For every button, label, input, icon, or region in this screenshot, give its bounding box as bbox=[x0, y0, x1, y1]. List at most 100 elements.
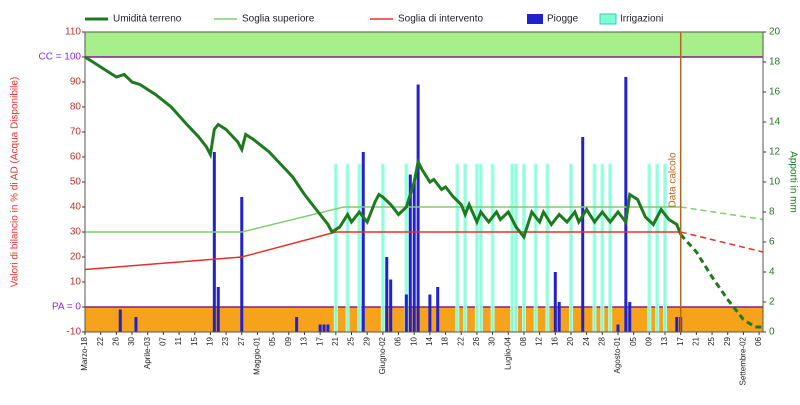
y2-tick-label: 0 bbox=[769, 327, 775, 338]
bar bbox=[345, 163, 350, 333]
legend-label: Piogge bbox=[547, 14, 579, 25]
x-tick-label: Aprile-03 bbox=[143, 336, 152, 369]
annotation-label: Data calcolo bbox=[667, 152, 678, 207]
bar bbox=[463, 163, 468, 333]
y-tick-label: 20 bbox=[70, 252, 82, 263]
bar bbox=[216, 287, 220, 332]
legend-item: Soglia superiore bbox=[214, 14, 315, 25]
bar bbox=[455, 163, 460, 333]
legend-swatch bbox=[599, 13, 617, 25]
y2-tick-label: 12 bbox=[769, 147, 781, 158]
bar bbox=[240, 197, 244, 332]
x-tick-label: 19 bbox=[206, 336, 215, 345]
y-tick-label: 110 bbox=[65, 27, 81, 38]
x-tick-label: Marzo-18 bbox=[80, 336, 89, 370]
x-tick-label: 17 bbox=[676, 336, 685, 345]
bar bbox=[616, 324, 620, 332]
bar bbox=[295, 317, 299, 332]
x-tick-label: 06 bbox=[394, 336, 403, 345]
bar bbox=[568, 163, 573, 333]
x-tick-label: 20 bbox=[566, 336, 575, 345]
y-tick-label: PA = 0 bbox=[52, 302, 81, 313]
y2-axis-title: Apporti in mm bbox=[787, 151, 798, 213]
y2-tick-label: 2 bbox=[769, 297, 775, 308]
bar bbox=[624, 77, 628, 332]
x-tick-label: 13 bbox=[300, 336, 309, 345]
x-tick-label: 28 bbox=[597, 336, 606, 345]
bar bbox=[490, 163, 495, 333]
bar bbox=[333, 163, 338, 333]
x-tick-label: 21 bbox=[331, 336, 340, 345]
x-tick-label: 27 bbox=[237, 336, 246, 345]
bar bbox=[134, 317, 138, 332]
lower-band bbox=[85, 307, 763, 332]
x-tick-label: 26 bbox=[472, 336, 481, 345]
bar bbox=[385, 257, 389, 332]
x-tick-label: Agosto-01 bbox=[613, 336, 622, 373]
y2-tick-label: 4 bbox=[769, 267, 775, 278]
x-tick-label: 22 bbox=[456, 336, 465, 345]
bar bbox=[553, 272, 557, 332]
bar bbox=[647, 163, 652, 333]
x-tick-label: 08 bbox=[519, 336, 528, 345]
x-tick-label: Maggio-01 bbox=[253, 336, 262, 374]
x-tick-label: 25 bbox=[347, 336, 356, 345]
legend-label: Soglia di intervento bbox=[398, 14, 483, 25]
forecast-line bbox=[679, 233, 763, 329]
x-tick-label: 24 bbox=[582, 336, 591, 345]
x-tick-label: 12 bbox=[535, 336, 544, 345]
x-tick-label: Luglio-04 bbox=[503, 336, 512, 369]
x-tick-label: 29 bbox=[723, 336, 732, 345]
y2-tick-label: 20 bbox=[769, 27, 781, 38]
y-tick-label: CC = 100 bbox=[38, 52, 81, 63]
plot-frame bbox=[84, 31, 764, 333]
x-tick-label: 22 bbox=[96, 336, 105, 345]
bar bbox=[474, 163, 479, 333]
line bbox=[84, 55, 683, 241]
x-tick-label: 14 bbox=[425, 336, 434, 345]
x-tick-label: 05 bbox=[629, 336, 638, 345]
x-tick-label: 09 bbox=[284, 336, 293, 345]
x-tick-label: 16 bbox=[550, 336, 559, 345]
bar bbox=[628, 302, 632, 332]
legend-swatch bbox=[527, 14, 543, 24]
bar bbox=[514, 163, 519, 333]
bar bbox=[600, 163, 605, 333]
legend-label: Irrigazioni bbox=[620, 14, 663, 25]
x-tick-label: 29 bbox=[362, 336, 371, 345]
y-tick-label: 90 bbox=[70, 77, 82, 88]
y2-tick-label: 16 bbox=[769, 87, 781, 98]
bar bbox=[318, 324, 322, 332]
bar bbox=[389, 279, 393, 332]
y-tick-label: 40 bbox=[70, 202, 82, 213]
bar bbox=[357, 163, 362, 333]
x-tick-label: 25 bbox=[707, 336, 716, 345]
x-tick-label: 18 bbox=[441, 336, 450, 345]
x-tick-label: 10 bbox=[409, 336, 418, 345]
bar bbox=[412, 182, 416, 332]
bar bbox=[322, 324, 326, 332]
bar bbox=[428, 294, 432, 332]
y-tick-label: 30 bbox=[70, 227, 82, 238]
forecast-line bbox=[680, 206, 764, 221]
bar bbox=[533, 163, 538, 333]
y2-tick-label: 10 bbox=[769, 177, 781, 188]
bar bbox=[478, 163, 483, 333]
bar bbox=[557, 302, 561, 332]
y2-tick-label: 18 bbox=[769, 57, 781, 68]
x-tick-label: 30 bbox=[488, 336, 497, 345]
bar bbox=[436, 287, 440, 332]
bar bbox=[545, 163, 550, 333]
legend-label: Soglia superiore bbox=[242, 14, 315, 25]
legend-item: Irrigazioni bbox=[599, 13, 663, 25]
bar bbox=[655, 163, 660, 333]
x-tick-label: 21 bbox=[691, 336, 700, 345]
y-tick-label: 80 bbox=[70, 102, 82, 113]
bar bbox=[510, 163, 515, 333]
bar bbox=[521, 163, 526, 333]
forecast-line bbox=[680, 231, 764, 253]
x-tick-label: 26 bbox=[111, 336, 120, 345]
x-tick-label: 30 bbox=[127, 336, 136, 345]
bar bbox=[592, 163, 597, 333]
